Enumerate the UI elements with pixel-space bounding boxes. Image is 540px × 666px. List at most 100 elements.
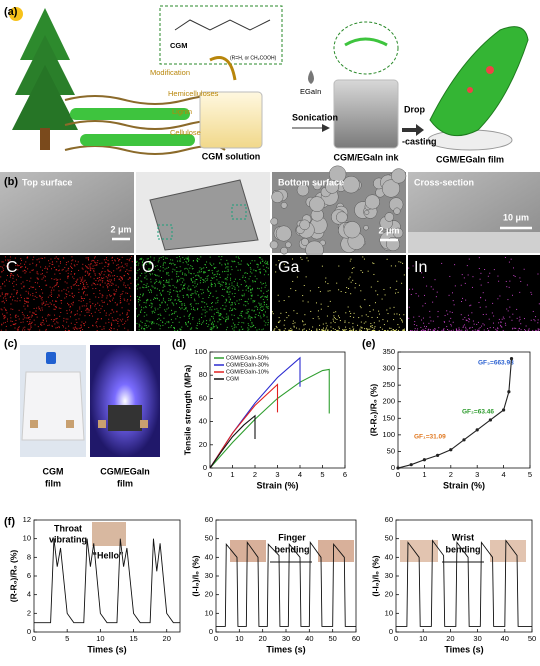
y-axis-label: (R-R₀)/R₀ (%) [8, 550, 18, 603]
eds-dot [336, 329, 338, 331]
eds-dot [199, 267, 201, 269]
eds-dot [73, 295, 75, 297]
eds-dot [17, 315, 19, 317]
eds-dot [250, 292, 252, 294]
eds-dot [251, 309, 253, 311]
eds-dot [237, 262, 239, 264]
eds-dot [187, 289, 189, 291]
eds-dot [126, 312, 128, 314]
eds-dot [122, 265, 124, 267]
eds-dot [117, 264, 119, 266]
eds-dot [190, 288, 192, 290]
eds-dot [203, 279, 205, 281]
eds-dot [170, 296, 172, 298]
eds-dot [191, 266, 193, 268]
eds-dot [217, 310, 219, 312]
eds-dot [384, 329, 386, 331]
eds-dot [387, 320, 389, 322]
eds-dot [151, 322, 153, 324]
eds-dot [350, 329, 352, 331]
eds-dot [144, 311, 146, 313]
eds-dot [2, 282, 4, 284]
eds-dot [160, 319, 162, 321]
eds-dot [52, 263, 54, 265]
eds-dot [247, 329, 249, 331]
eds-dot [87, 271, 89, 273]
eds-dot [334, 318, 336, 320]
eds-dot [178, 321, 180, 323]
eds-dot [200, 271, 202, 273]
eds-dot [478, 268, 480, 270]
eds-dot [18, 275, 20, 277]
eds-dot [188, 285, 190, 287]
y-tick-label: 200 [382, 397, 395, 406]
eds-dot [11, 320, 13, 322]
eds-dot [161, 302, 163, 304]
eds-dot [202, 298, 204, 300]
eds-dot [56, 283, 58, 285]
eds-dot [108, 314, 110, 316]
data-point [436, 453, 440, 458]
eds-dot [245, 281, 247, 283]
eds-dot [472, 276, 474, 278]
eds-dot [95, 262, 97, 264]
eds-dot [162, 267, 164, 269]
eds-dot [294, 322, 296, 324]
eds-dot [200, 306, 202, 308]
eds-dot [194, 292, 196, 294]
eds-dot [479, 306, 481, 308]
eds-dot [197, 322, 199, 324]
eds-dot [246, 273, 248, 275]
eds-dot [266, 262, 268, 264]
eds-dot [42, 273, 44, 275]
eds-dot [150, 307, 152, 309]
eds-dot [227, 286, 229, 288]
eds-dot [430, 329, 432, 331]
eds-dot [203, 272, 205, 274]
eds-dot [220, 259, 222, 261]
panel-a-art [9, 5, 529, 155]
eds-dot [254, 280, 256, 282]
eds-dot [429, 316, 431, 318]
eds-dot [537, 322, 539, 324]
eds-dot [260, 303, 262, 305]
x-tick-label: 15 [129, 634, 137, 643]
eds-dot [158, 299, 160, 301]
sphere [309, 196, 325, 212]
eds-dot [86, 266, 88, 268]
eds-dot [111, 279, 113, 281]
eds-dot [59, 273, 61, 275]
eds-dot [421, 272, 423, 274]
eds-dot [373, 273, 375, 275]
legend-entry: CGM/EGaIn-50% [226, 355, 269, 361]
eds-dot [90, 263, 92, 265]
eds-dot [60, 307, 62, 309]
eds-dot [468, 321, 470, 323]
eds-dot [86, 267, 88, 269]
y-tick-label: 30 [385, 571, 393, 580]
eds-dot [170, 319, 172, 321]
eds-dot [83, 305, 85, 307]
eds-dot [344, 320, 346, 322]
eds-dot [153, 257, 155, 259]
eds-dot [202, 289, 204, 291]
eds-dot [111, 257, 113, 259]
eds-dot [245, 312, 247, 314]
eds-dot [163, 280, 165, 282]
eds-dot [45, 303, 47, 305]
eds-dot [55, 278, 57, 280]
eds-dot [338, 289, 340, 291]
eds-dot [72, 327, 74, 329]
eds-dot [226, 313, 228, 315]
eds-dot [224, 263, 226, 265]
eds-dot [150, 289, 152, 291]
eds-dot [181, 273, 183, 275]
eds-dot [224, 278, 226, 280]
eds-dot [192, 293, 194, 295]
sphere [363, 225, 369, 231]
eds-dot [174, 269, 176, 271]
x-tick-label: 3 [475, 470, 479, 479]
eds-dot [408, 267, 410, 269]
eds-dot [56, 327, 58, 329]
eds-dot [3, 315, 5, 317]
